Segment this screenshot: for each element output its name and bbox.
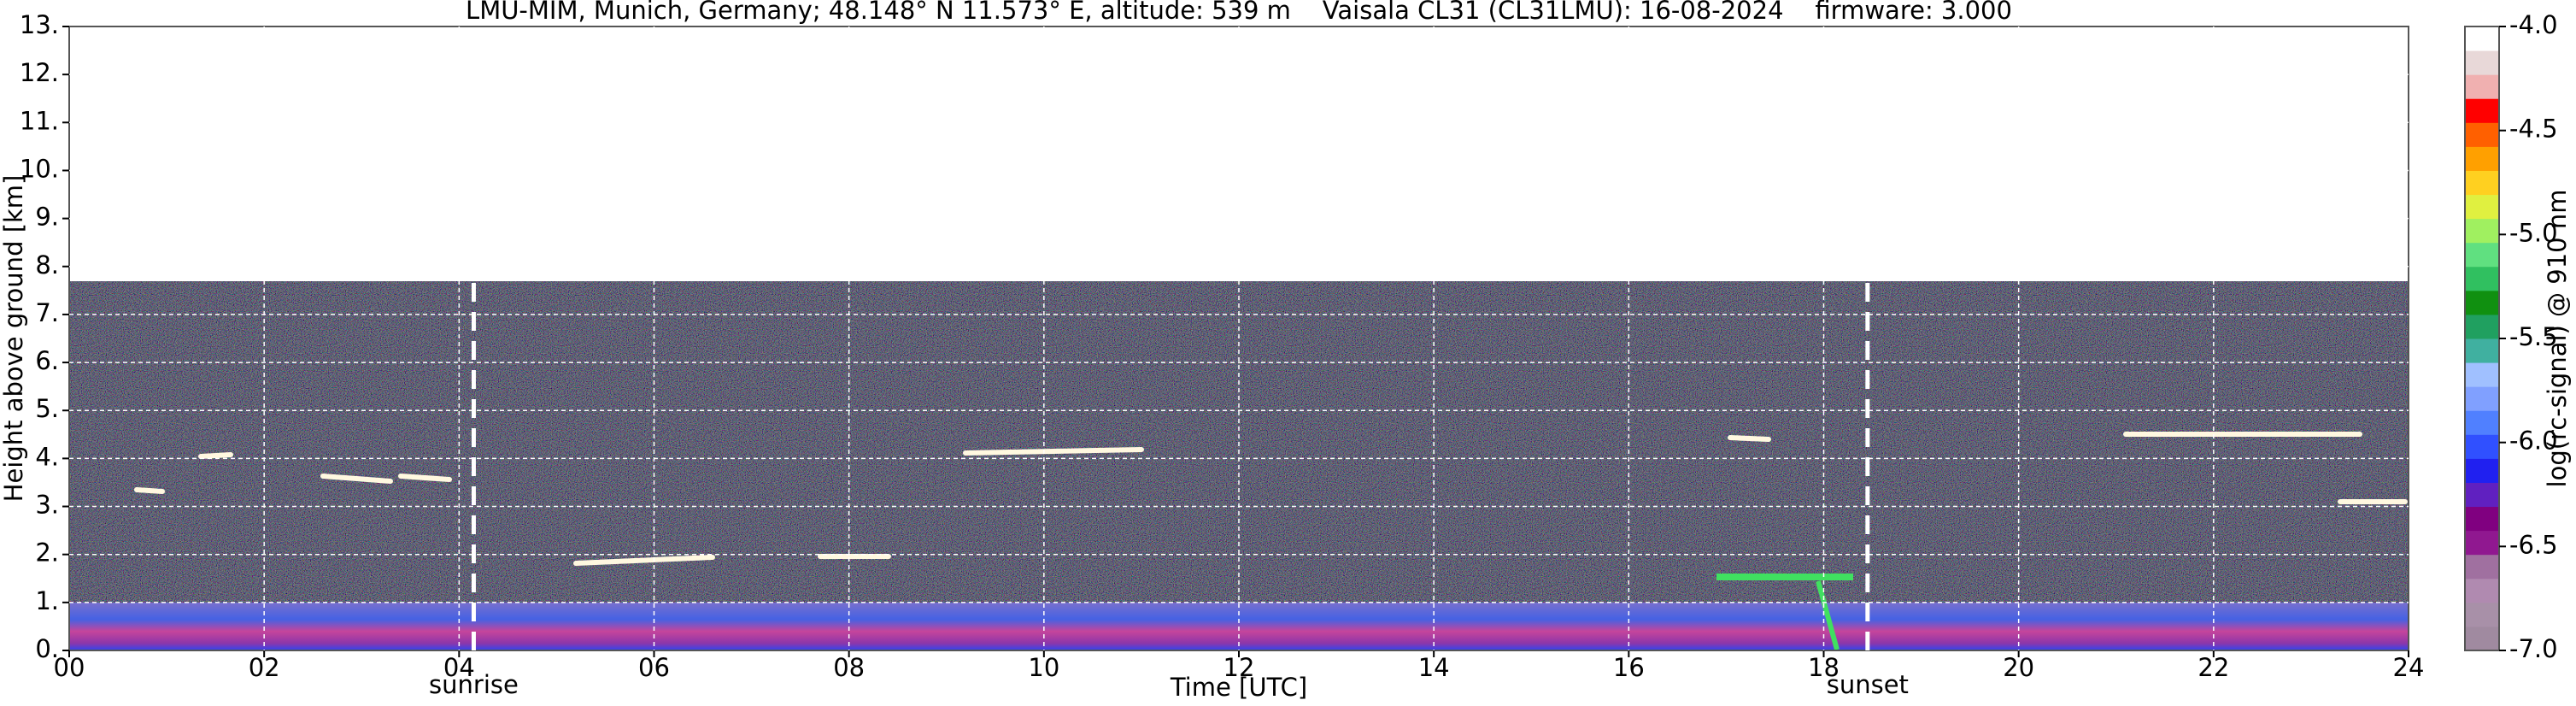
x-tick-label: 08 xyxy=(833,653,865,682)
colorbar-segment xyxy=(2465,458,2499,483)
x-tick-label: 00 xyxy=(54,653,85,682)
x-tick-label: 18 xyxy=(1808,653,1840,682)
colorbar-label: log(rc-signal) @ 910 nm xyxy=(2543,190,2572,488)
colorbar-segment xyxy=(2465,170,2499,196)
colorbar-segment xyxy=(2465,146,2499,171)
colorbar-tick-label: -6.5 xyxy=(2509,530,2558,559)
y-tick-label: 4. xyxy=(35,442,59,471)
colorbar-segment xyxy=(2465,626,2499,651)
colorbar-segment xyxy=(2465,50,2499,75)
colorbar-tick-label: -6.0 xyxy=(2509,427,2558,456)
x-tick-label: 16 xyxy=(1613,653,1645,682)
y-tick-label: 2. xyxy=(35,538,59,568)
clouds xyxy=(134,432,2408,566)
colorbar-segment xyxy=(2465,578,2499,603)
colorbar-segment xyxy=(2465,314,2499,339)
colorbar-tick-label: -4.5 xyxy=(2509,115,2558,144)
colorbar-segment xyxy=(2465,482,2499,508)
x-tick-label: 20 xyxy=(2003,653,2034,682)
y-tick-label: 13. xyxy=(20,10,59,39)
colorbar-segment xyxy=(2465,242,2499,268)
x-axis-label: Time [UTC] xyxy=(1170,673,1307,702)
colorbar-segment xyxy=(2465,338,2499,363)
colorbar-tick-label: -7.0 xyxy=(2509,634,2558,663)
colorbar-segment xyxy=(2465,218,2499,244)
colorbar-segment xyxy=(2465,98,2499,123)
y-axis-label: Height above ground [km] xyxy=(0,175,28,503)
colorbar-segment xyxy=(2465,434,2499,459)
colorbar-tick-label: -5.5 xyxy=(2509,322,2558,351)
y-tick-label: 12. xyxy=(20,58,59,87)
x-tick-label: 10 xyxy=(1028,653,1059,682)
colorbar-tick-label: -5.0 xyxy=(2509,218,2558,247)
y-tick-label: 6. xyxy=(35,346,59,375)
colorbar-segment xyxy=(2465,290,2499,315)
y-tick-label: 7. xyxy=(35,298,59,327)
y-tick-label: 8. xyxy=(35,250,59,279)
x-tick-label: 02 xyxy=(249,653,280,682)
y-tick-label: 11. xyxy=(20,106,59,135)
precipitation xyxy=(1816,580,1840,650)
colorbar-tick-label: -4.0 xyxy=(2509,10,2558,39)
colorbar-segment xyxy=(2465,554,2499,580)
annotation-label: sunrise xyxy=(429,670,519,699)
y-tick-label: 10. xyxy=(20,154,59,183)
colorbar-segment xyxy=(2465,74,2499,99)
x-tick-label: 12 xyxy=(1223,653,1255,682)
x-tick-label: 24 xyxy=(2393,653,2425,682)
y-tick-label: 3. xyxy=(35,491,59,520)
colorbar-segment xyxy=(2465,122,2499,147)
colorbar-segment xyxy=(2465,602,2499,627)
colorbar-segment xyxy=(2465,194,2499,220)
y-tick-label: 1. xyxy=(35,586,59,615)
colorbar-segment xyxy=(2465,26,2499,51)
colorbar-segment xyxy=(2465,362,2499,387)
chart-title: LMU-MIM, Munich, Germany; 48.148° N 11.5… xyxy=(466,0,2012,25)
y-tick-label: 5. xyxy=(35,394,59,423)
y-tick-label: 9. xyxy=(35,203,59,232)
colorbar-segment xyxy=(2465,506,2499,532)
colorbar-segment xyxy=(2465,410,2499,435)
x-tick-label: 06 xyxy=(638,653,670,682)
x-tick-label: 22 xyxy=(2198,653,2229,682)
x-tick-label: 04 xyxy=(443,653,475,682)
colorbar-segment xyxy=(2465,530,2499,556)
colorbar-segment xyxy=(2465,266,2499,291)
x-tick-label: 14 xyxy=(1418,653,1450,682)
y-tick-label: 0. xyxy=(35,634,59,663)
colorbar-segment xyxy=(2465,386,2499,411)
annotation-label: sunset xyxy=(1827,670,1909,699)
